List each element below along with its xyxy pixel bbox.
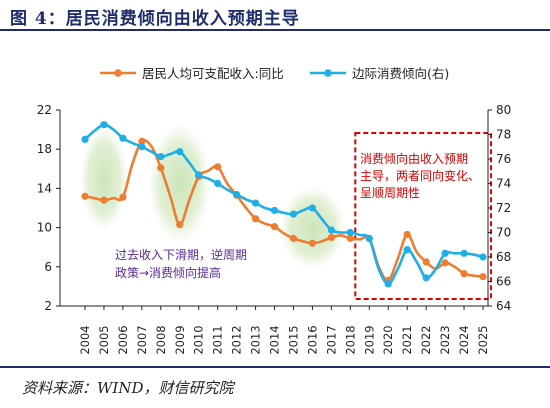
x-tick-label: 2013 [249,325,263,354]
series-1-point [176,221,184,229]
right-tick-label: 78 [496,128,511,142]
series-1-point [479,273,487,281]
left-tick-label: 10 [37,221,52,235]
legend-marker-2 [324,69,332,77]
right-tick-label: 76 [496,152,511,166]
line-chart: 2 6 10 14 18 22 64 66 68 70 72 74 76 78 80 2004 2005 2006… [37,66,512,355]
series-1-point [308,239,317,247]
series-1-point [441,259,449,267]
x-tick-label: 2007 [135,325,149,354]
series-2-point [479,253,487,261]
x-tick-label: 2021 [400,325,414,354]
legend-label-1: 居民人均可支配收入:同比 [142,66,284,81]
right-tick-label: 68 [496,250,511,264]
series-1-point [100,196,108,204]
series-line-2 [84,123,484,286]
x-tick-label: 2020 [381,325,395,354]
left-tick-label: 2 [44,299,52,313]
x-tick-label: 2018 [343,325,357,354]
series-1-point [460,270,468,278]
series-2-point [81,135,89,143]
series-2-point [233,190,241,199]
source-note: 资料来源：WIND，财信研究院 [22,379,234,397]
x-tick-label: 2019 [362,325,376,354]
series-2-point [441,249,449,257]
series-1-point [327,233,335,241]
series-1-point [270,223,279,231]
left-tick-label: 14 [37,181,52,195]
series-1-point [81,192,89,200]
series-2-point [365,235,373,243]
series-2-point [346,228,354,237]
highlight-ellipse-2016 [280,187,345,268]
series-1-point [119,193,127,201]
footer-rule [0,366,550,368]
annotation-right-line: 呈顺周期性 [360,186,420,200]
series-2-point [214,179,222,188]
legend-marker-1 [114,69,122,77]
series-2-point [100,121,108,129]
x-tick-label: 2015 [286,325,300,354]
x-tick-label: 2009 [173,325,187,354]
series-1-point [214,163,222,171]
series-2-point [157,152,165,161]
series-2-point [308,204,317,212]
x-tick-label: 2004 [78,325,92,354]
x-tick-label: 2012 [230,325,244,354]
series-2-point [270,206,279,215]
x-tick-label: 2014 [268,325,282,354]
highlight-ellipse-2005 [80,128,127,229]
x-tick-label: 2005 [97,325,111,354]
series-1-point [251,215,260,223]
series-2-point [176,148,184,156]
x-tick-label: 2010 [192,325,206,354]
series-1-point [289,234,298,242]
left-tick-label: 6 [44,260,52,274]
series-2-point [119,134,127,142]
series-2-point [460,249,468,257]
series-2-point [251,199,260,207]
figure-title: 图 4：居民消费倾向由收入预期主导 [10,9,300,29]
annotation-right-line: 消费倾向由收入预期 [360,151,468,166]
right-tick-label: 70 [496,226,511,240]
series-1-point [346,234,354,242]
left-tick-label: 18 [37,142,52,156]
right-tick-label: 64 [496,299,511,313]
series-2-point [403,246,411,254]
right-tick-label: 80 [496,103,511,117]
x-tick-label: 2017 [324,325,338,354]
series-2-point [195,171,203,179]
right-tick-label: 72 [496,201,511,215]
series-1-point [422,258,430,266]
x-tick-label: 2024 [457,325,471,354]
x-tick-label: 2006 [116,325,130,354]
right-tick-label: 74 [496,177,511,191]
annotation-left-line: 政策→消费倾向提高 [115,265,221,280]
series-2-point [138,143,146,151]
x-tick-label: 2011 [211,325,225,354]
series-1-point [403,230,411,239]
left-tick-label: 22 [37,103,52,117]
series-line-1 [84,138,484,282]
series-2-point [384,280,392,288]
x-tick-label: 2025 [476,325,490,354]
legend-label-2: 边际消费倾向(右) [352,66,449,81]
highlight-ellipse-2009 [149,125,210,242]
right-tick-label: 66 [496,275,511,289]
series-2-point [422,274,430,282]
series-2-point [327,226,335,234]
highlight-box [354,132,492,300]
series-1-point [138,137,146,145]
x-tick-label: 2016 [305,325,319,354]
x-tick-label: 2008 [154,325,168,354]
x-tick-label: 2022 [419,325,433,354]
x-tick-label: 2023 [438,325,452,354]
title-rule [0,29,550,31]
series-1-point [157,164,165,172]
annotation-right-line: 主导，两者同向变化、 [360,168,480,183]
series-2-point [289,210,298,218]
annotation-left-line: 过去收入下滑期，逆周期 [115,247,247,262]
